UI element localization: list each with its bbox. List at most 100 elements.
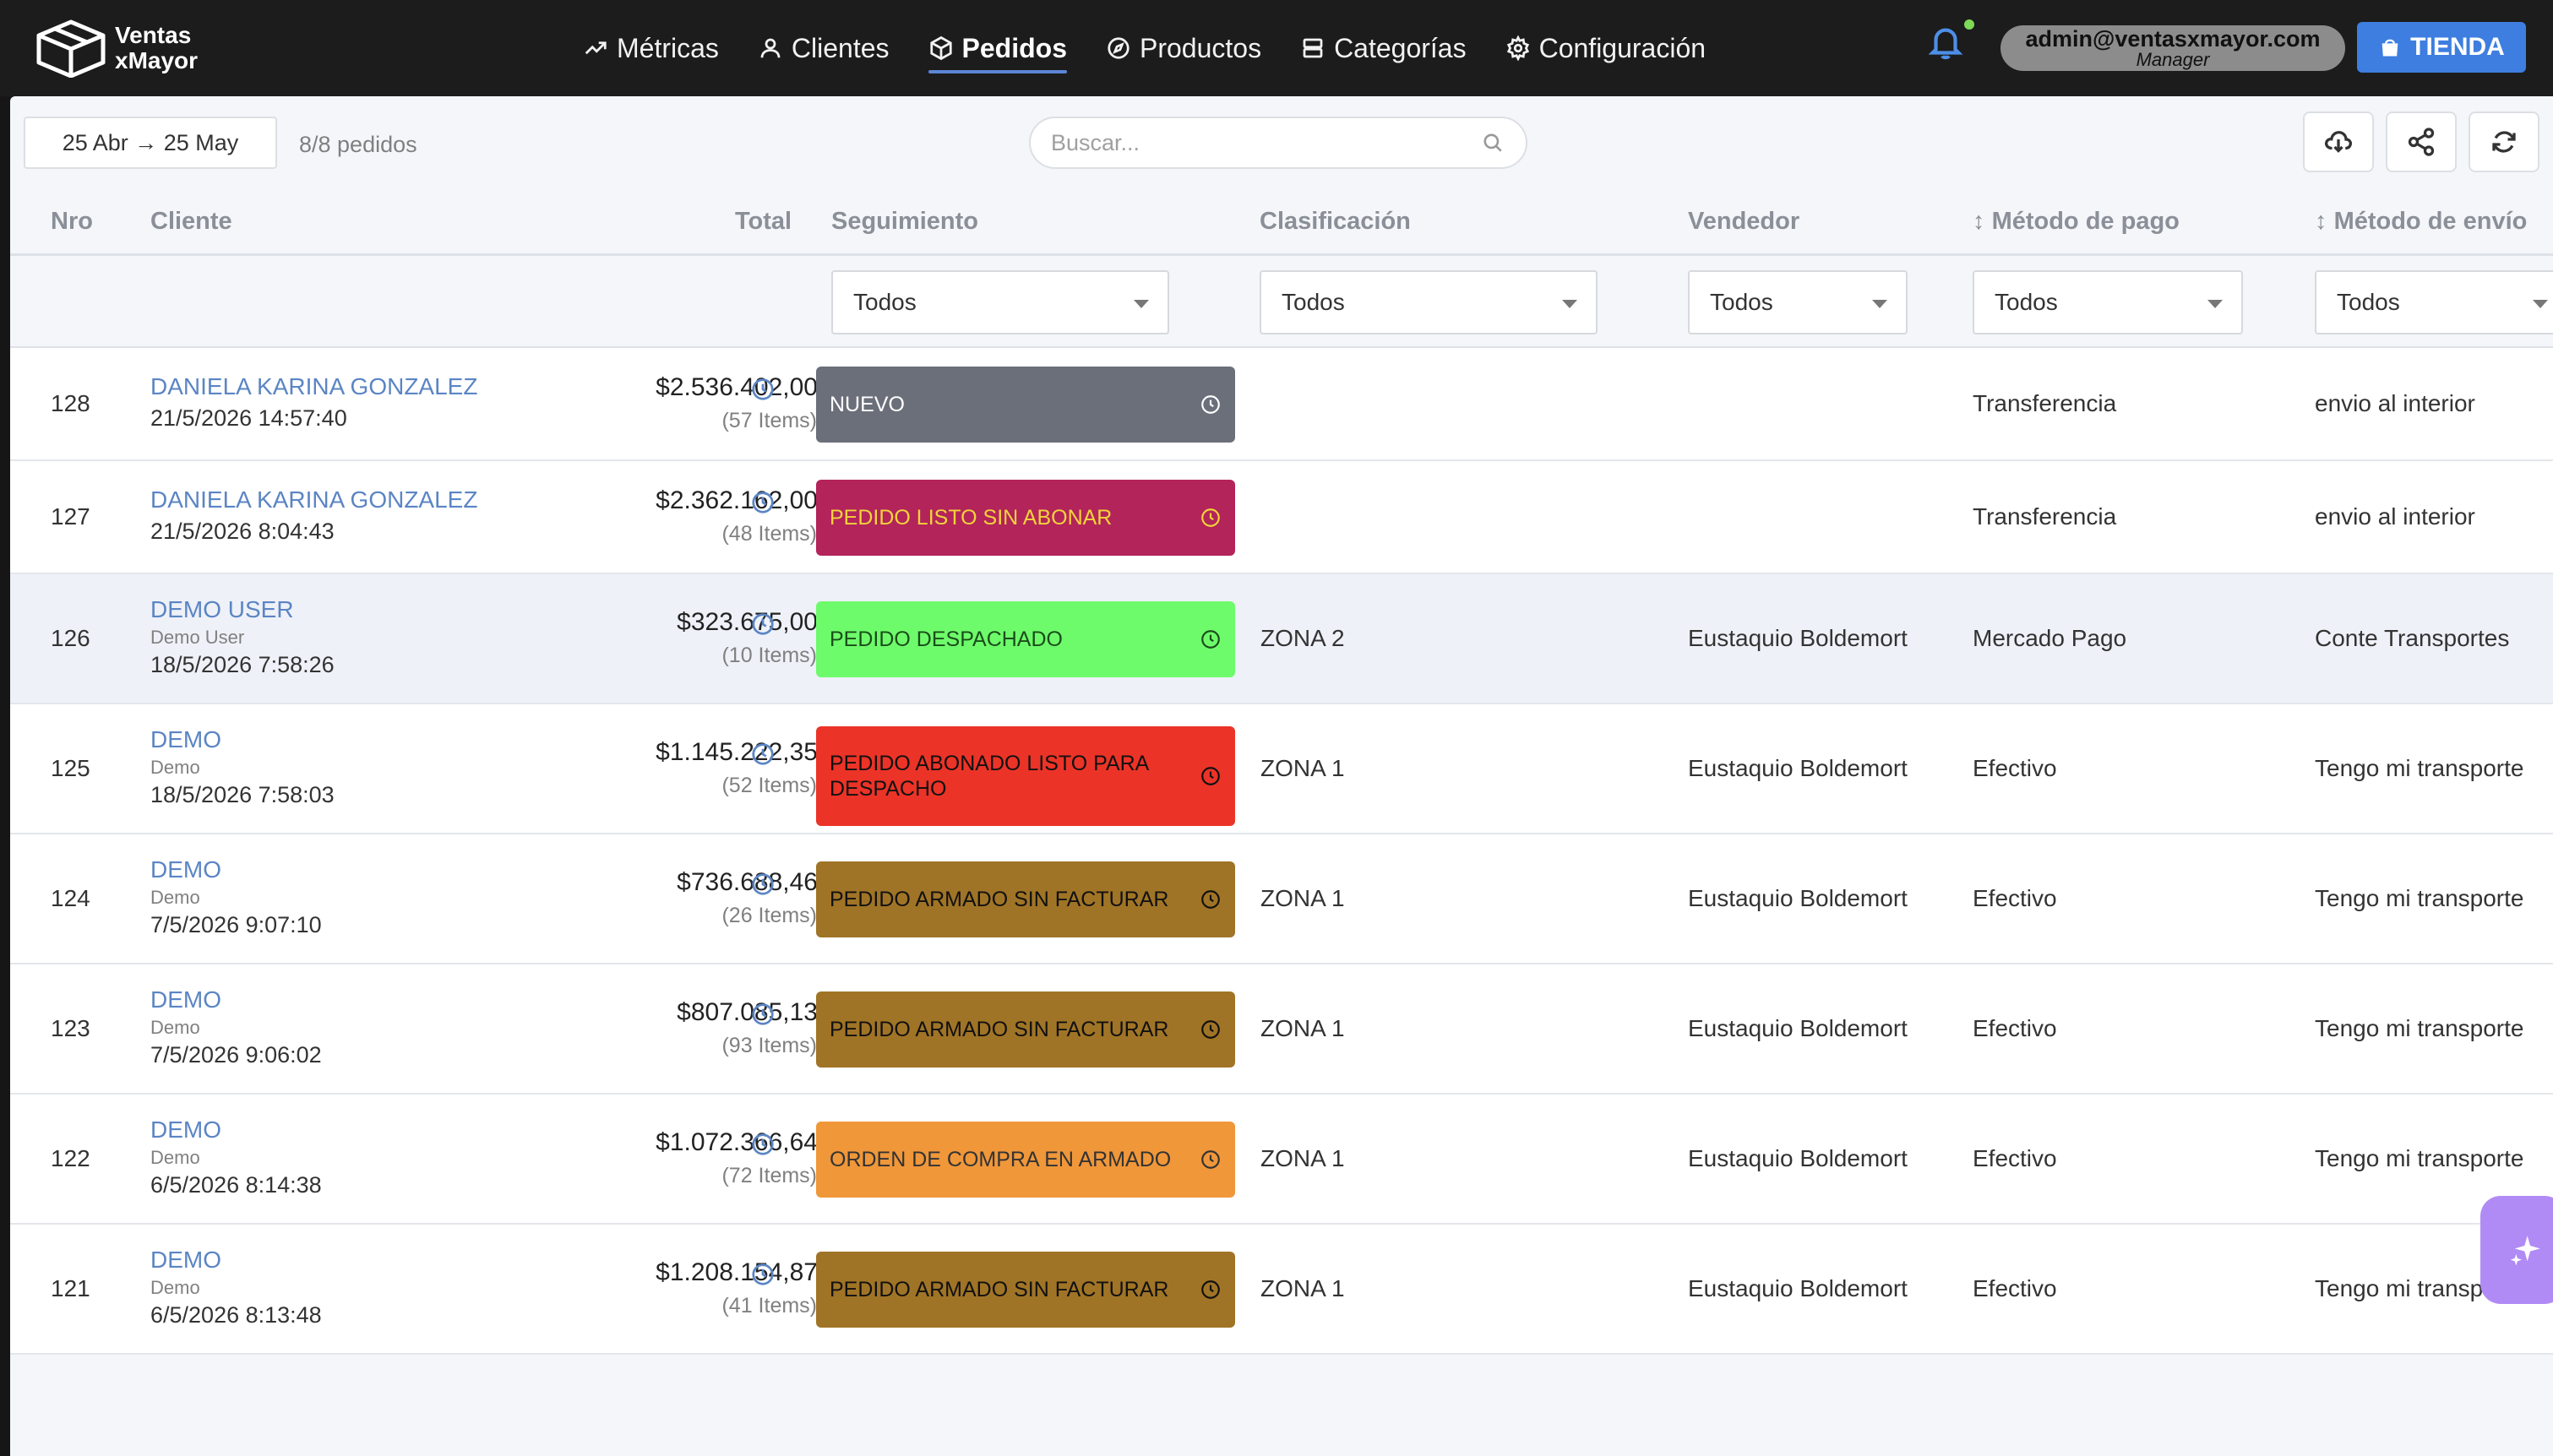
refresh-button[interactable] [2469, 111, 2539, 172]
payment-method: Mercado Pago [1973, 625, 2127, 651]
client-name-link[interactable]: DEMO USER [150, 596, 294, 622]
table-row[interactable]: 127 DANIELA KARINA GONZALEZ 21/5/2026 8:… [10, 461, 2553, 574]
order-date: 7/5/2026 9:06:02 [150, 1042, 322, 1068]
status-badge[interactable]: NUEVO [816, 367, 1235, 443]
col-header-vendedor[interactable]: Vendedor [1688, 208, 1800, 235]
client-name-link[interactable]: DEMO [150, 986, 221, 1013]
filter-metodo-envio[interactable]: Todos [2315, 270, 2553, 334]
table-row[interactable]: 123 DEMO Demo 7/5/2026 9:06:02 $807.085,… [10, 964, 2553, 1095]
ai-assistant-button[interactable] [2480, 1196, 2553, 1304]
order-classification: ZONA 1 [1260, 885, 1345, 911]
notification-dot [1962, 17, 1977, 32]
total-history-button[interactable] [750, 611, 776, 637]
notifications-button[interactable] [1926, 17, 1977, 68]
client-name-link[interactable]: DEMO [150, 726, 221, 752]
order-seller: Eustaquio Boldemort [1688, 1275, 1908, 1301]
total-history-button[interactable] [750, 1132, 776, 1157]
top-navbar: Ventas xMayor Métricas Clientes Pedidos … [0, 0, 2553, 96]
order-classification: ZONA 1 [1260, 1015, 1345, 1041]
table-row[interactable]: 124 DEMO Demo 7/5/2026 9:07:10 $736.688,… [10, 834, 2553, 964]
search-icon [1483, 133, 1502, 152]
order-total: $1.208.154,87 [656, 1258, 818, 1286]
search-input[interactable] [1051, 118, 1473, 167]
status-badge[interactable]: PEDIDO ARMADO SIN FACTURAR [816, 991, 1235, 1068]
order-number: 125 [51, 755, 90, 781]
order-classification: ZONA 2 [1260, 625, 1345, 651]
client-name-link[interactable]: DEMO [150, 1116, 221, 1143]
col-header-cliente[interactable]: Cliente [150, 208, 232, 235]
nav-metricas[interactable]: Métricas [583, 23, 719, 73]
payment-method: Efectivo [1973, 1275, 2057, 1301]
clock-icon [752, 492, 774, 513]
clock-icon [752, 743, 774, 765]
filter-clasificacion[interactable]: Todos [1260, 270, 1598, 334]
nav-pedidos[interactable]: Pedidos [928, 23, 1068, 73]
refresh-icon [2492, 131, 2516, 153]
nav-categorias[interactable]: Categorías [1300, 23, 1467, 73]
col-header-metodo-envio[interactable]: ↕ Método de envío [2315, 208, 2527, 236]
total-history-button[interactable] [750, 742, 776, 767]
payment-method: Transferencia [1973, 503, 2117, 530]
nav-configuracion-label: Configuración [1538, 32, 1707, 63]
share-icon [2408, 128, 2435, 156]
status-badge[interactable]: ORDEN DE COMPRA EN ARMADO [816, 1122, 1235, 1198]
clock-icon [752, 378, 774, 400]
order-seller: Eustaquio Boldemort [1688, 885, 1908, 911]
status-badge[interactable]: PEDIDO LISTO SIN ABONAR [816, 480, 1235, 556]
filter-metodo-pago[interactable]: Todos [1973, 270, 2243, 334]
table-row[interactable]: 126 DEMO USER Demo User 18/5/2026 7:58:2… [10, 574, 2553, 704]
client-name-link[interactable]: DANIELA KARINA GONZALEZ [150, 373, 478, 399]
total-history-button[interactable] [750, 490, 776, 515]
table-row[interactable]: 121 DEMO Demo 6/5/2026 8:13:48 $1.208.15… [10, 1225, 2553, 1355]
client-name-link[interactable]: DEMO [150, 1247, 221, 1273]
shipping-method: Conte Transportes [2315, 625, 2510, 651]
shipping-method: Tengo mi transporte [2315, 1015, 2524, 1041]
status-label: PEDIDO ABONADO LISTO PARA DESPACHO [830, 752, 1148, 801]
order-items-count: (57 Items) [721, 409, 817, 432]
clock-icon [752, 873, 774, 895]
nav-clientes[interactable]: Clientes [758, 23, 890, 73]
date-range-picker[interactable]: 25 Abr → 25 May [24, 117, 277, 169]
status-badge[interactable]: PEDIDO ARMADO SIN FACTURAR [816, 861, 1235, 937]
client-name-link[interactable]: DANIELA KARINA GONZALEZ [150, 486, 478, 513]
brand-logo[interactable]: Ventas xMayor [34, 19, 198, 78]
download-button[interactable] [2303, 111, 2374, 172]
col-header-seguimiento[interactable]: Seguimiento [831, 208, 979, 235]
order-total: $1.145.222,35 [656, 738, 818, 766]
order-items-count: (48 Items) [721, 522, 817, 546]
order-items-count: (41 Items) [721, 1294, 817, 1317]
filter-vendedor[interactable]: Todos [1688, 270, 1908, 334]
order-items-count: (93 Items) [721, 1034, 817, 1057]
brand-line-1: Ventas [115, 22, 192, 48]
status-badge[interactable]: PEDIDO DESPACHADO [816, 601, 1235, 677]
order-items-count: (26 Items) [721, 904, 817, 927]
share-button[interactable] [2386, 111, 2457, 172]
user-menu[interactable]: admin@ventasxmayor.com Manager [2000, 25, 2345, 71]
total-history-button[interactable] [750, 872, 776, 897]
header-divider [10, 253, 2553, 256]
table-row[interactable]: 125 DEMO Demo 18/5/2026 7:58:03 $1.145.2… [10, 704, 2553, 834]
col-header-total[interactable]: Total [735, 208, 792, 235]
status-badge[interactable]: PEDIDO ARMADO SIN FACTURAR [816, 1252, 1235, 1328]
nav-configuracion[interactable]: Configuración [1505, 23, 1706, 73]
filter-seguimiento[interactable]: Todos [831, 270, 1169, 334]
col-header-nro[interactable]: Nro [51, 208, 93, 235]
client-name-link[interactable]: DEMO [150, 856, 221, 883]
sparkles-icon [2510, 1236, 2540, 1266]
table-row[interactable]: 128 DANIELA KARINA GONZALEZ 21/5/2026 14… [10, 348, 2553, 461]
col-header-clasificacion[interactable]: Clasificación [1260, 208, 1411, 235]
total-history-button[interactable] [750, 1262, 776, 1287]
status-badge[interactable]: PEDIDO ABONADO LISTO PARA DESPACHO [816, 726, 1235, 826]
total-history-button[interactable] [750, 1002, 776, 1027]
user-icon [760, 38, 781, 58]
store-button[interactable]: TIENDA [2357, 22, 2526, 73]
clock-icon [1201, 890, 1220, 909]
sort-icon: ↕ [2315, 208, 2327, 235]
col-header-metodo-pago[interactable]: ↕ Método de pago [1973, 208, 2180, 236]
shipping-method: Tengo mi transporte [2315, 885, 2524, 911]
table-row[interactable]: 122 DEMO Demo 6/5/2026 8:14:38 $1.072.36… [10, 1095, 2553, 1225]
nav-productos[interactable]: Productos [1106, 23, 1261, 73]
total-history-button[interactable] [750, 377, 776, 402]
order-date: 21/5/2026 14:57:40 [150, 405, 347, 431]
payment-method: Transferencia [1973, 390, 2117, 416]
